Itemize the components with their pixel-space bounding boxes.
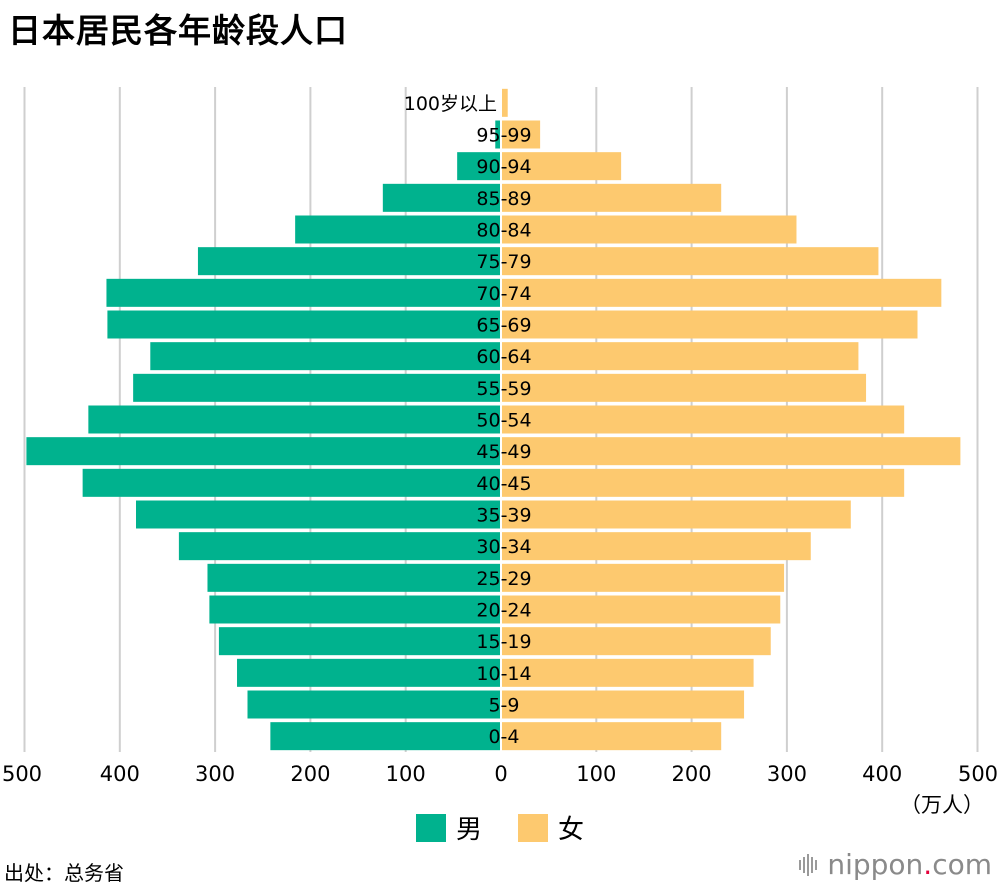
bar-female-35-39	[502, 500, 851, 529]
bar-female-10-14	[502, 658, 754, 687]
age-label: 25-29	[476, 568, 531, 590]
bar-male-60-64	[150, 342, 501, 371]
x-tick-label: 500	[2, 762, 42, 786]
bar-female-45-49	[502, 437, 961, 466]
age-label: 65-69	[476, 315, 531, 337]
age-label: 10-14	[476, 663, 531, 685]
bar-male-80-84	[295, 215, 501, 244]
age-label: 40-45	[476, 473, 531, 495]
x-tick-label: 500	[958, 762, 998, 786]
bar-female-75-79	[502, 247, 879, 276]
bar-female-30-34	[502, 532, 811, 561]
age-label: 70-74	[476, 283, 531, 305]
bar-female-65-69	[502, 310, 918, 339]
bar-female-0-4	[502, 722, 722, 751]
bar-female-20-24	[502, 595, 781, 624]
source-note: 出处：总务省	[4, 861, 124, 885]
bar-female-90-94	[502, 152, 622, 181]
age-label: 85-89	[476, 188, 531, 210]
age-label: 0-4	[488, 726, 519, 748]
bar-female-5-9	[502, 690, 745, 719]
bar-male-0-4	[270, 722, 501, 751]
age-label: 55-59	[476, 378, 531, 400]
bar-female-95-99	[502, 120, 541, 149]
bar-female-70-74	[502, 278, 942, 307]
bar-male-30-34	[178, 532, 502, 561]
legend-item-male: 男	[415, 809, 482, 846]
brand-icon	[799, 853, 819, 876]
bar-male-25-29	[207, 563, 501, 592]
age-label: 80-84	[476, 220, 531, 242]
legend-swatch-male	[415, 813, 446, 842]
x-tick-label: 400	[100, 762, 140, 786]
bar-female-100岁以上	[502, 88, 508, 117]
x-tick-label: 300	[767, 762, 807, 786]
bar-male-55-59	[133, 373, 501, 402]
brand-logo: nippon. com	[799, 848, 992, 881]
age-label: 50-54	[476, 410, 531, 432]
legend-label-male: 男	[455, 815, 482, 845]
age-label: 45-49	[476, 441, 531, 463]
x-tick-label: 200	[672, 762, 712, 786]
x-tick-label: 0	[494, 762, 507, 786]
age-label: 5-9	[488, 695, 519, 717]
brand-dot: .	[923, 848, 933, 881]
bar-female-50-54	[502, 405, 905, 434]
brand-name: nippon	[827, 848, 924, 881]
bar-male-5-9	[247, 690, 501, 719]
age-label: 35-39	[476, 505, 531, 527]
brand-suffix: com	[932, 848, 992, 881]
age-label: 95-99	[476, 125, 531, 147]
population-pyramid-chart: 0-4 5-9 10-14 15-19 20-24 25-29 30-34 35-39 40-4…	[2, 87, 998, 786]
x-tick-label: 400	[862, 762, 902, 786]
bar-male-65-69	[107, 310, 501, 339]
x-tick-label: 200	[290, 762, 330, 786]
age-label: 60-64	[476, 346, 531, 368]
legend-item-female: 女	[518, 809, 584, 846]
bar-female-55-59	[502, 373, 867, 402]
bar-female-15-19	[502, 627, 771, 656]
age-label: 30-34	[476, 536, 531, 558]
bar-male-70-74	[106, 278, 501, 307]
bar-male-20-24	[209, 595, 501, 624]
x-tick-label: 300	[195, 762, 235, 786]
bar-male-40-45	[82, 468, 502, 497]
bar-female-40-45	[502, 468, 905, 497]
age-label: 100岁以上	[404, 93, 497, 115]
legend: 男 女	[0, 809, 1000, 846]
bar-female-85-89	[502, 183, 722, 212]
age-label: 20-24	[476, 600, 531, 622]
x-tick-label: 100	[386, 762, 426, 786]
legend-swatch-female	[518, 813, 548, 842]
bar-male-85-89	[382, 183, 501, 212]
bar-male-75-79	[197, 247, 502, 276]
age-label: 15-19	[476, 631, 531, 653]
bar-female-25-29	[502, 563, 785, 592]
age-label: 90-94	[476, 156, 531, 178]
legend-label-female: 女	[558, 815, 585, 845]
bar-male-50-54	[88, 405, 501, 434]
bar-male-10-14	[237, 658, 502, 687]
bar-male-15-19	[218, 627, 502, 656]
chart-title: 日本居民各年龄段人口	[8, 11, 348, 50]
age-label: 75-79	[476, 251, 531, 273]
bar-male-95-99	[495, 120, 501, 149]
bar-male-90-94	[457, 152, 501, 181]
x-tick-label: 100	[576, 762, 616, 786]
bar-female-80-84	[502, 215, 797, 244]
bar-female-60-64	[502, 342, 859, 371]
bar-male-35-39	[136, 500, 501, 529]
bar-male-45-49	[26, 437, 501, 466]
unit-label: （万人）	[900, 793, 984, 817]
